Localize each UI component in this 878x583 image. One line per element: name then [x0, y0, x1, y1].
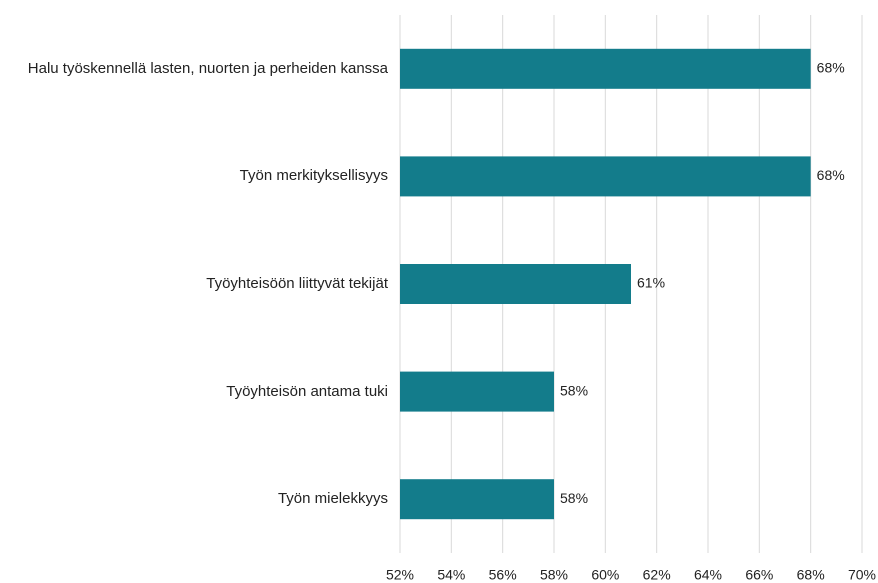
x-tick-label: 60%	[591, 567, 619, 583]
bar	[400, 156, 811, 197]
bar	[400, 371, 554, 412]
category-label: Työyhteisön antama tuki	[226, 382, 388, 400]
value-label: 68%	[817, 167, 845, 183]
x-tick-label: 56%	[489, 567, 517, 583]
value-label: 58%	[560, 382, 588, 398]
category-label: Halu työskennellä lasten, nuorten ja per…	[27, 59, 388, 77]
x-tick-label: 52%	[386, 567, 414, 583]
value-label: 61%	[637, 275, 665, 291]
category-label: Työn mielekkyys	[277, 490, 388, 508]
x-tick-label: 66%	[745, 567, 773, 583]
bar	[400, 264, 631, 304]
x-tick-label: 62%	[643, 567, 671, 583]
value-label: 58%	[560, 490, 588, 506]
x-tick-label: 70%	[848, 567, 876, 583]
bar	[400, 479, 554, 520]
x-tick-label: 58%	[540, 567, 568, 583]
category-label: Työyhteisöön liittyvät tekijät	[206, 275, 388, 292]
x-tick-label: 54%	[437, 567, 465, 583]
category-label: Työn merkityksellisyys	[239, 167, 388, 185]
x-tick-label: 64%	[694, 567, 722, 583]
bar	[400, 48, 811, 89]
value-label: 68%	[817, 60, 845, 76]
x-tick-label: 68%	[797, 567, 825, 583]
